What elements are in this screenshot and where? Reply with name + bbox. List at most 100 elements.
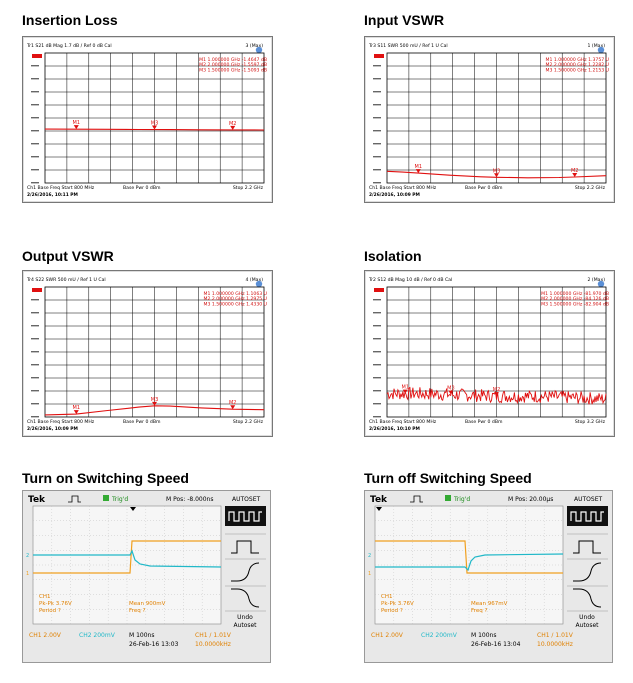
ch1-ground-marker: 1 — [368, 571, 371, 577]
trig-status: Trig'd — [111, 496, 128, 503]
autoset-square-button — [567, 506, 608, 526]
marker-triangle — [572, 173, 578, 178]
output-vswr-plot: Tr4 S22 SWR 500 mU / Ref 1 U Cal 4 (Max) M… — [22, 270, 273, 437]
y-tick-label — [373, 104, 381, 106]
y-tick-label — [31, 325, 39, 327]
trace-header: Tr2 S12 dB Mag 10 dB / Ref 0 dB Cal — [368, 277, 452, 283]
undo-button: Undo — [579, 614, 595, 621]
y-tick-label — [373, 78, 381, 80]
meas-period: Period ? — [381, 608, 403, 614]
turn-off-title: Turn off Switching Speed — [364, 470, 532, 486]
y-tick-label — [31, 377, 39, 379]
vna-svg: Tr1 S21 dB Mag 1.7 dB / Ref 0 dB Cal 3 (M… — [26, 43, 267, 198]
ch2-scale: CH2 200mV — [421, 632, 458, 639]
meas-freq: Freq ? — [129, 608, 146, 614]
marker-label: M3 — [447, 386, 455, 392]
marker-triangle — [415, 169, 421, 174]
vna-svg: Tr4 S22 SWR 500 mU / Ref 1 U Cal 4 (Max) M… — [26, 277, 267, 432]
ch2-waveform — [33, 549, 222, 568]
trace-line — [44, 128, 265, 131]
y-tick-label — [31, 312, 39, 314]
insertion-loss-plot: Tr1 S21 dB Mag 1.7 dB / Ref 0 dB Cal 3 (M… — [22, 36, 273, 203]
y-tick-label — [31, 416, 39, 418]
marker-label: M3 — [493, 168, 501, 174]
insertion-loss-title: Insertion Loss — [22, 12, 118, 28]
y-tick-label — [373, 65, 381, 67]
rs-logo-icon — [255, 46, 263, 54]
undo-autoset-button: Autoset — [575, 622, 599, 629]
trace-header: Tr4 S22 SWR 500 mU / Ref 1 U Cal — [26, 277, 106, 283]
marker-readout-m3: M3 1.500000 GHz -1.5093 dB — [199, 67, 267, 73]
y-tick-label — [373, 130, 381, 132]
autoset-square-button — [225, 506, 266, 526]
y-tick-label — [31, 117, 39, 119]
isolation-title: Isolation — [364, 248, 422, 264]
y-tick-label — [31, 130, 39, 132]
rs-logo-icon — [597, 46, 605, 54]
pulse-icon — [410, 495, 423, 503]
y-tick-label — [373, 143, 381, 145]
marker-triangle — [230, 125, 236, 130]
marker-label: M2 — [229, 400, 237, 406]
ch2-ground-marker: 2 — [368, 553, 371, 559]
trig-status-icon — [103, 495, 109, 501]
trace-header: Tr1 S21 dB Mag 1.7 dB / Ref 0 dB Cal — [26, 43, 112, 49]
ch2-scale: CH2 200mV — [79, 632, 116, 639]
y-tick-label — [31, 91, 39, 93]
channel-badge: 2 (Max) — [588, 277, 606, 283]
y-tick-label — [373, 299, 381, 301]
y-tick-label — [373, 416, 381, 418]
marker-readout-m3: M3 1.500000 GHz -82.904 dB — [541, 301, 609, 307]
output-vswr-title: Output VSWR — [22, 248, 114, 264]
marker-triangle — [230, 405, 236, 410]
trigger-level: CH1 ∕ 1.01V — [537, 632, 574, 639]
trig-status: Trig'd — [453, 496, 470, 503]
trace-line — [386, 170, 607, 179]
marker-triangle — [402, 389, 408, 394]
trace-ref-badge — [374, 288, 384, 292]
marker-readout-m1: M1 1.000000 GHz -1.4647 dB — [199, 57, 267, 63]
plot-grid — [44, 52, 265, 184]
marker-triangle — [73, 125, 79, 130]
marker-readout-m3: M3 1.500000 GHz 1.2153 U — [545, 67, 609, 73]
scope-date: 26-Feb-16 13:03 — [129, 641, 179, 648]
y-tick-label — [31, 143, 39, 145]
marker-readout-m2: M2 2.000000 GHz 1.2282 U — [545, 62, 609, 68]
ch1-ground-marker: 1 — [26, 571, 29, 577]
y-tick-label — [373, 351, 381, 353]
footer-start: Ch1 Base Freq Start 800 MHz — [369, 185, 437, 191]
ch2-ground-marker: 2 — [26, 553, 29, 559]
ch1-waveform — [33, 540, 221, 574]
timestamp: 2/26/2016, 10:11 PM — [27, 192, 78, 198]
footer-stop: Stop 2.2 GHz — [575, 185, 606, 191]
y-tick-label — [373, 390, 381, 392]
footer-power: Base Pwr 0 dBm — [465, 419, 503, 425]
rising-edge-icon — [573, 562, 602, 582]
m-pos-readout: M Pos: 20.00µs — [508, 496, 553, 503]
trig-status-icon — [445, 495, 451, 501]
y-tick-label — [373, 312, 381, 314]
footer-start: Ch1 Base Freq Start 800 MHz — [369, 419, 437, 425]
meas-mean: Mean 967mV — [471, 601, 508, 607]
autoset-label: AUTOSET — [232, 496, 260, 503]
marker-label: M1 — [73, 120, 81, 126]
trigger-level: CH1 ∕ 1.01V — [195, 632, 232, 639]
trace-header: Tr3 S11 SWR 500 mU / Ref 1 U Cal — [368, 43, 448, 49]
marker-triangle — [448, 390, 454, 395]
footer-start: Ch1 Base Freq Start 800 MHz — [27, 419, 95, 425]
y-tick-label — [31, 104, 39, 106]
channel-badge: 3 (Max) — [246, 43, 264, 49]
vna-svg: Tr2 S12 dB Mag 10 dB / Ref 0 dB Cal 2 (Ma… — [368, 277, 609, 432]
scope-grid — [33, 506, 221, 624]
y-tick-label — [373, 338, 381, 340]
timestamp: 2/26/2016, 10:09 PM — [27, 426, 78, 432]
scope-grid — [375, 506, 563, 624]
ch1-scale: CH1 2.00V — [371, 632, 404, 639]
input-vswr-title: Input VSWR — [364, 12, 445, 28]
isolation-plot: Tr2 S12 dB Mag 10 dB / Ref 0 dB Cal 2 (Ma… — [364, 270, 615, 437]
trace-ref-badge — [32, 288, 42, 292]
autoset-label: AUTOSET — [574, 496, 602, 503]
meas-channel: CH1 — [39, 594, 50, 600]
y-tick-label — [31, 351, 39, 353]
timebase: M 100ns — [129, 632, 154, 639]
